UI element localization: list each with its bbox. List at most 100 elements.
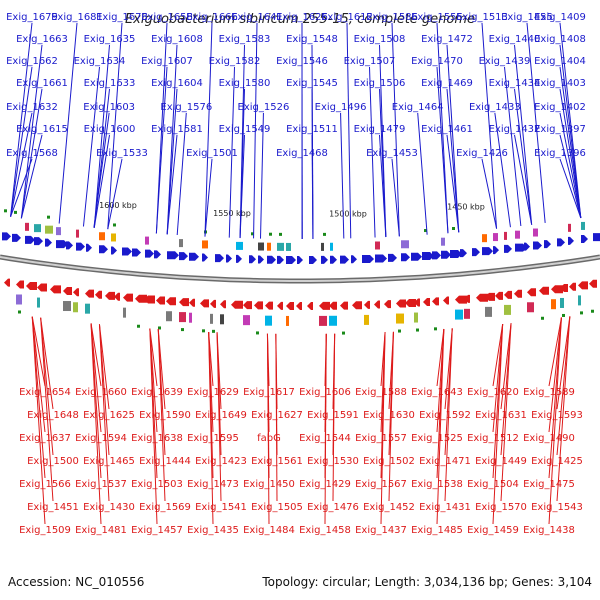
forward-gene-label: Exig_1461 — [421, 124, 473, 135]
forward-gene-leader — [417, 112, 428, 235]
forward-gene-arrow — [45, 238, 52, 247]
reverse-gene-arrow — [16, 280, 24, 289]
reverse-marker — [342, 331, 345, 335]
forward-gene-leader — [391, 158, 400, 237]
reverse-feature-block — [73, 302, 78, 313]
forward-feature-block — [258, 242, 264, 251]
forward-gene-leader — [93, 112, 110, 228]
tick-label: 1450 kbp — [447, 203, 485, 212]
forward-gene-label: Exig_1472 — [421, 34, 473, 45]
forward-gene-leader — [494, 112, 511, 228]
forward-strand-features — [2, 209, 600, 264]
reverse-marker — [202, 329, 205, 333]
reverse-gene-arrow — [123, 293, 133, 302]
reverse-gene-label: Exig_1484 — [243, 525, 295, 536]
forward-gene-arrow — [593, 233, 600, 242]
reverse-gene-leader — [492, 324, 504, 525]
reverse-gene-label: Exig_1588 — [355, 387, 407, 398]
forward-gene-arrow — [581, 234, 588, 243]
reverse-gene-label: Exig_1543 — [531, 502, 583, 513]
reverse-gene-arrow — [396, 299, 406, 308]
reverse-gene-arrow — [210, 299, 216, 308]
forward-gene-leader — [10, 66, 33, 217]
forward-gene-arrow — [76, 242, 85, 251]
reverse-gene-label: Exig_1437 — [355, 525, 407, 536]
forward-feature-block — [504, 231, 507, 240]
forward-gene-arrow — [34, 237, 43, 246]
reverse-feature-block — [265, 315, 272, 326]
forward-gene-arrow — [309, 255, 317, 264]
forward-gene-arrow — [460, 249, 467, 258]
reverse-gene-label: Exig_1490 — [523, 433, 575, 444]
forward-gene-leader — [155, 66, 168, 234]
forward-feature-block — [34, 224, 41, 233]
reverse-gene-arrow — [200, 299, 209, 308]
forward-gene-label: Exig_1600 — [84, 124, 136, 135]
reverse-gene-leader — [40, 317, 54, 456]
forward-gene-arrow — [375, 254, 387, 263]
forward-gene-label: Exig_1608 — [151, 34, 203, 45]
forward-marker — [323, 232, 326, 236]
forward-gene-label: Exig_1568 — [6, 148, 58, 159]
forward-gene-arrow — [568, 236, 574, 245]
reverse-gene-label: Exig_1639 — [131, 387, 183, 398]
forward-marker — [269, 232, 272, 236]
reverse-gene-arrow — [485, 292, 495, 301]
reverse-gene-label: Exig_1595 — [187, 433, 239, 444]
reverse-gene-arrow — [432, 297, 439, 306]
reverse-strand-features — [4, 278, 597, 335]
forward-gene-label: Exig_1479 — [354, 124, 406, 135]
reverse-gene-arrow — [37, 283, 47, 292]
forward-gene-label: Exig_1634 — [74, 56, 126, 67]
forward-gene-arrow — [25, 235, 35, 244]
reverse-marker — [416, 328, 419, 332]
forward-gene-leader — [481, 22, 498, 229]
forward-feature-block — [202, 240, 208, 249]
reverse-marker — [256, 331, 259, 335]
reverse-gene-arrow — [551, 285, 563, 294]
reverse-gene-label: Exig_1503 — [131, 479, 183, 490]
forward-gene-arrow — [202, 253, 208, 262]
forward-gene-leader — [20, 88, 43, 219]
forward-gene-label: Exig_1501 — [186, 148, 238, 159]
forward-gene-leader — [559, 112, 582, 219]
forward-gene-arrow — [66, 241, 73, 250]
forward-gene-arrow — [258, 255, 264, 264]
reverse-gene-arrow — [265, 301, 273, 310]
forward-gene-leader — [93, 44, 110, 228]
forward-gene-label: Exig_1404 — [534, 56, 586, 67]
tick-label: 1500 kbp — [329, 209, 367, 218]
reverse-gene-arrow — [135, 294, 147, 303]
forward-gene-label: Exig_1402 — [534, 102, 586, 113]
reverse-gene-label: Exig_1590 — [139, 410, 191, 421]
reverse-feature-block — [396, 313, 404, 324]
forward-marker — [4, 209, 7, 213]
reverse-gene-label: Exig_1471 — [419, 456, 471, 467]
reverse-feature-block — [179, 312, 186, 323]
reverse-gene-label: Exig_1570 — [475, 502, 527, 513]
reverse-gene-arrow — [114, 292, 120, 301]
reverse-feature-block — [329, 315, 337, 326]
forward-gene-arrow — [179, 252, 188, 261]
reverse-gene-label: Exig_1476 — [307, 502, 359, 513]
reverse-gene-label: Exig_1425 — [531, 456, 583, 467]
reverse-gene-label: Exig_1459 — [467, 525, 519, 536]
reverse-gene-label: Exig_1538 — [411, 479, 463, 490]
reverse-gene-label: Exig_1589 — [523, 387, 575, 398]
reverse-gene-leader — [436, 328, 445, 525]
reverse-gene-leader — [275, 333, 278, 502]
forward-gene-label: Exig_1604 — [151, 78, 203, 89]
reverse-gene-arrow — [156, 296, 165, 305]
forward-gene-leader — [93, 134, 110, 228]
reverse-gene-label: Exig_1638 — [131, 433, 183, 444]
reverse-gene-leader — [98, 324, 110, 502]
reverse-gene-label: Exig_1566 — [19, 479, 71, 490]
forward-gene-arrow — [441, 250, 451, 259]
forward-gene-leader — [446, 88, 460, 233]
forward-gene-label: Exig_1607 — [141, 56, 193, 67]
reverse-gene-leader — [444, 328, 453, 502]
reverse-gene-label: Exig_1423 — [195, 456, 247, 467]
forward-gene-label: Exig_1545 — [286, 78, 338, 89]
forward-gene-leader — [260, 112, 264, 239]
